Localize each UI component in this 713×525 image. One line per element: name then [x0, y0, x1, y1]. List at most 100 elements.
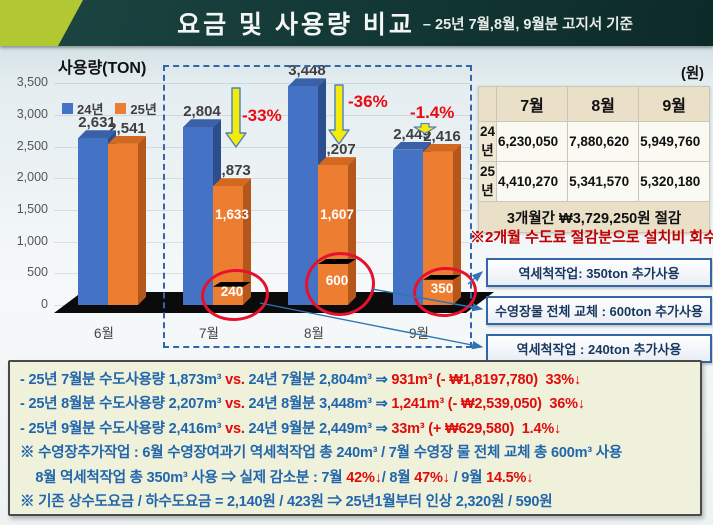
page-subtitle: – 25년 7월,8월, 9월분 고지서 기준: [422, 16, 633, 33]
summary-segment: - 25년 7월분 수도사용량 1,873m³: [20, 372, 226, 388]
cell-24-sep: 5,949,760: [638, 121, 711, 162]
callout-backwash-350: 역세척작업: 350ton 추가사용: [486, 258, 712, 287]
bar-value-label: 1,873: [213, 162, 251, 180]
bar-value-label: 2,631: [78, 114, 116, 132]
summary-segment: 42%↓: [346, 469, 382, 486]
summary-segment: 14.5%↓: [486, 469, 534, 486]
y-axis-tick-label: 2,500: [16, 138, 48, 153]
summary-segment: - 25년 8월분 수도사용량 2,207m³: [20, 396, 226, 413]
bar-value-label: 2,416: [423, 127, 461, 145]
summary-segment: ※ 기존 상수도요금 / 하수도요금 = 2,140원 / 423원 ⇒ 25년…: [20, 494, 553, 511]
cell-24-aug: 7,880,620: [567, 121, 640, 162]
gridline: [54, 178, 470, 180]
bar-inner-label: 1,633: [215, 207, 249, 222]
y-axis-tick-label: 1,000: [16, 233, 48, 248]
summary-segment: 33m³ (+ ₩629,580) 1.4%↓: [391, 420, 562, 437]
summary-segment: vs.: [225, 396, 245, 413]
legend-swatch: [62, 103, 73, 114]
bar-value-label: 2,207: [318, 141, 356, 159]
recovery-note: ※2개월 수도료 절감분으로 설치비 회수: [470, 229, 713, 246]
summary-line: ※ 기존 상수도요금 / 하수도요금 = 2,140원 / 423원 ⇒ 25년…: [20, 490, 700, 514]
gridline: [54, 83, 470, 85]
gridline: [54, 273, 470, 275]
page-title: 요금 및 사용량 비교: [177, 11, 415, 39]
gridline: [54, 114, 470, 116]
bar-25년-8월: [318, 157, 356, 305]
summary-lines: - 25년 7월분 수도사용량 1,873m³ vs. 24년 7월분 2,80…: [20, 368, 700, 514]
y-axis-tick-label: 2,000: [16, 170, 48, 185]
title-accent-shape: [0, 0, 83, 46]
down-arrow-icon: [413, 121, 437, 139]
row-header-24yr: 24년: [477, 121, 498, 162]
col-header-aug: 8월: [567, 86, 640, 122]
bar-value-label: 2,804: [183, 103, 221, 121]
legend-item-25년: 25년: [115, 99, 157, 118]
chart-title: 사용량(TON): [58, 60, 147, 77]
y-axis-tick-label: 500: [27, 265, 48, 280]
title-text: 요금 및 사용량 비교 – 25년 7월,8월, 9월분 고지서 기준: [110, 0, 700, 46]
y-axis-tick-label: 3,000: [16, 106, 48, 121]
y-axis-tick-label: 3,500: [16, 75, 48, 90]
x-axis-category-label: 7월: [199, 326, 219, 341]
summary-box: - 25년 7월분 수도사용량 1,873m³ vs. 24년 7월분 2,80…: [8, 360, 702, 516]
pct-change-label: -36%: [348, 92, 388, 111]
legend-label: 25년: [130, 102, 157, 117]
x-axis-category-label: 8월: [304, 326, 324, 341]
summary-segment: 1,241m³ (- ₩2,539,050) 36%↓: [391, 396, 585, 413]
cell-25-jul: 4,410,270: [496, 161, 569, 202]
row-header-25yr: 25년: [477, 161, 498, 202]
cell-24-jul: 6,230,050: [496, 121, 569, 162]
summary-segment: / 9월: [449, 469, 487, 486]
cost-table: 7월 8월 9월 24년 6,230,050 7,880,620 5,949,7…: [477, 86, 711, 233]
x-axis-category-label: 6월: [94, 326, 114, 341]
table-footer-row: 3개월간 ₩3,729,250원 절감: [477, 201, 711, 233]
cell-25-aug: 5,341,570: [567, 161, 640, 202]
summary-line: ※ 수영장추가작업 : 6월 수영장여과기 역세척작업 총 240m³ / 7월…: [20, 441, 700, 465]
extra-usage-band: [318, 259, 356, 264]
summary-line: - 25년 8월분 수도사용량 2,207m³ vs. 24년 8월분 3,44…: [20, 392, 700, 416]
x-axis-category-label: 9월: [409, 326, 429, 341]
col-header-sep: 9월: [638, 86, 711, 122]
summary-segment: ※ 수영장추가작업 : 6월 수영장여과기 역세척작업 총 240m³ / 7월…: [20, 445, 623, 462]
down-arrow-icon: [328, 84, 350, 151]
chart-legend: 24년 25년: [62, 99, 157, 118]
extra-usage-band: [423, 275, 461, 280]
summary-segment: 24년 9월분 2,449m³ ⇒: [244, 420, 392, 437]
cell-25-sep: 5,320,180: [638, 161, 711, 202]
table-row: 25년 4,410,270 5,341,570 5,320,180: [477, 161, 711, 202]
table-row: 24년 6,230,050 7,880,620 5,949,760: [477, 121, 711, 162]
summary-line: 8월 역세척작업 총 350m³ 사용 ⇒ 실제 감소분 : 7월 42%↓/ …: [20, 466, 700, 490]
pct-change-label: -1.4%: [410, 103, 455, 122]
y-axis-tick-label: 1,500: [16, 201, 48, 216]
summary-line: - 25년 7월분 수도사용량 1,873m³ vs. 24년 7월분 2,80…: [20, 368, 700, 392]
extra-usage-band: [213, 282, 251, 287]
summary-segment: vs.: [225, 372, 245, 388]
summary-segment: 24년 7월분 2,804m³ ⇒: [244, 372, 392, 388]
col-header-jul: 7월: [496, 86, 569, 122]
down-arrow-icon: [225, 87, 247, 154]
table-header-row: 7월 8월 9월: [477, 86, 711, 122]
callout-backwash-240: 역세척작업 : 240ton 추가사용: [486, 334, 712, 363]
bar-value-label: 3,448: [288, 62, 326, 80]
summary-segment: - 25년 9월분 수도사용량 2,416m³: [20, 420, 226, 437]
extra-usage-label: 600: [325, 272, 349, 288]
callout-pool-replace-600: 수영장물 전체 교체 : 600ton 추가사용: [486, 296, 712, 325]
summary-segment: 8월 역세척작업 총 350m³ 사용 ⇒ 실제 감소분 : 7월: [20, 469, 347, 486]
summary-segment: vs.: [225, 420, 245, 437]
gridline: [54, 241, 470, 243]
bar-value-label: 2,541: [108, 119, 146, 137]
legend-label: 24년: [77, 102, 104, 117]
legend-swatch: [115, 103, 127, 114]
gridline: [54, 146, 470, 148]
y-axis-tick-label: 0: [41, 297, 48, 311]
savings-total: 3개월간 ₩3,729,250원 절감: [477, 201, 711, 233]
summary-segment: 47%↓: [414, 469, 450, 486]
title-bar: 요금 및 사용량 비교 – 25년 7월,8월, 9월분 고지서 기준: [0, 0, 713, 46]
gridline: [54, 209, 470, 211]
summary-segment: / 8월: [381, 469, 415, 486]
table-corner-cell: [477, 86, 498, 122]
bar-25년-6월: [108, 136, 146, 305]
pct-change-label: -33%: [242, 106, 282, 125]
bar-inner-label: 1,607: [320, 207, 354, 222]
summary-segment: 24년 8월분 3,448m³ ⇒: [244, 396, 392, 413]
